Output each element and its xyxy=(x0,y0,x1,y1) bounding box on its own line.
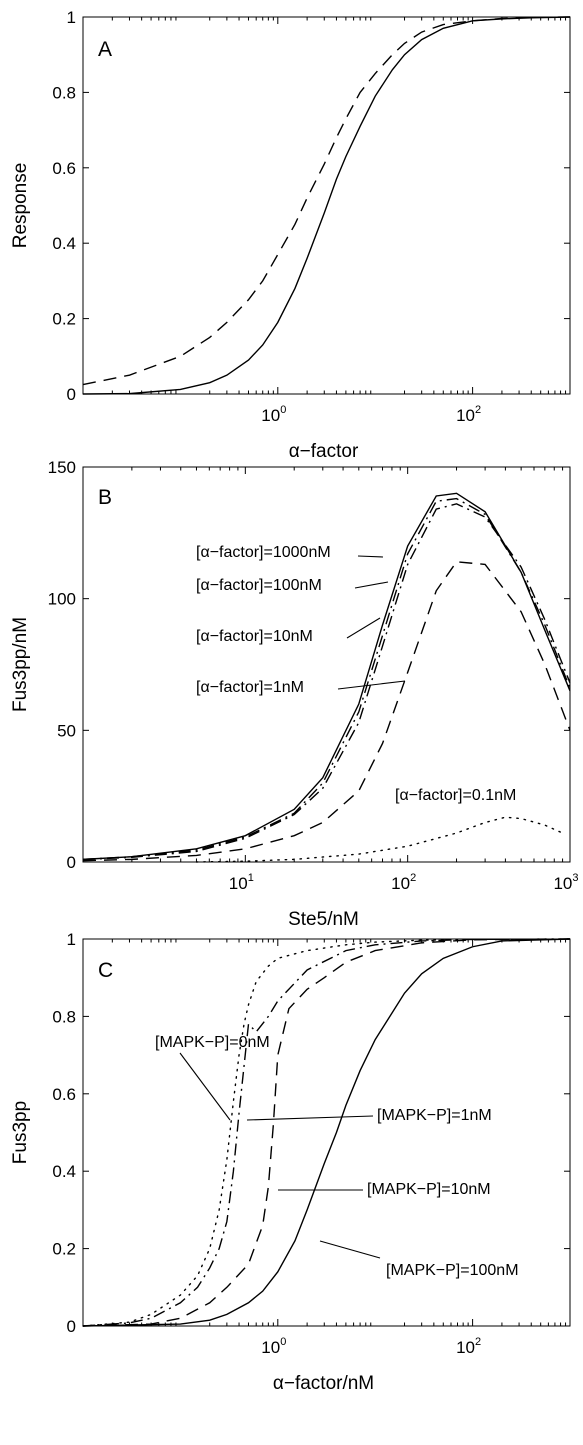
x-tick-exponent: 2 xyxy=(475,404,481,416)
y-tick-label: 100 xyxy=(48,590,76,609)
series-line-solid xyxy=(82,16,571,395)
x-tick-label: 100 xyxy=(261,1336,286,1357)
y-tick-label: 0 xyxy=(67,853,76,872)
series-annotation: [MAPK−P]=1nM xyxy=(377,1107,492,1124)
series-line-dashdot xyxy=(82,503,571,861)
y-tick-label: 0 xyxy=(67,385,76,404)
series-annotation: [MAPK−P]=100nM xyxy=(386,1262,519,1279)
y-tick-label: 0.8 xyxy=(52,83,76,102)
series-annotation: [α−factor]=100nM xyxy=(196,577,322,594)
series-line-solid xyxy=(82,938,571,1327)
series-line-dashed xyxy=(82,938,571,1327)
y-tick-label: 0.2 xyxy=(52,1240,76,1259)
y-tick-label: 0.8 xyxy=(52,1007,76,1026)
series-annotation: [α−factor]=0.1nM xyxy=(395,787,516,804)
x-tick-base: 10 xyxy=(456,1338,475,1357)
annotation-leader-line xyxy=(357,555,384,558)
y-tick-label: 0.6 xyxy=(52,1085,76,1104)
x-tick-label: 103 xyxy=(553,872,578,893)
panel-label: B xyxy=(98,486,112,509)
x-tick-base: 10 xyxy=(229,874,248,893)
x-tick-label: 102 xyxy=(456,404,481,425)
series-line-dotted xyxy=(195,816,564,863)
x-tick-label: 102 xyxy=(391,872,416,893)
panel-label: A xyxy=(98,38,112,61)
annotation-leader-line xyxy=(179,1052,231,1121)
annotation-leader-line xyxy=(319,1240,381,1259)
x-tick-base: 10 xyxy=(261,1338,280,1357)
series-annotation: [α−factor]=1000nM xyxy=(196,544,331,561)
y-tick-label: 50 xyxy=(57,721,76,740)
x-axis-label: α−factor/nM xyxy=(273,1373,374,1394)
y-tick-label: 1 xyxy=(67,8,76,27)
y-tick-label: 0.6 xyxy=(52,159,76,178)
y-axis-label: Fus3pp/nM xyxy=(10,617,31,712)
y-axis-label: Response xyxy=(10,163,31,249)
x-tick-exponent: 0 xyxy=(280,1336,286,1348)
series-line-solid xyxy=(82,492,571,861)
x-tick-label: 102 xyxy=(456,1336,481,1357)
x-axis-label: α−factor xyxy=(289,441,359,462)
x-tick-base: 10 xyxy=(553,874,572,893)
y-tick-label: 150 xyxy=(48,458,76,477)
y-tick-label: 0.2 xyxy=(52,310,76,329)
y-tick-label: 0.4 xyxy=(52,234,76,253)
annotation-leader-line xyxy=(346,617,381,639)
x-tick-exponent: 0 xyxy=(280,404,286,416)
x-axis-label: Ste5/nM xyxy=(288,909,359,930)
x-tick-base: 10 xyxy=(456,406,475,425)
series-line-dashed xyxy=(82,561,571,862)
x-tick-exponent: 3 xyxy=(572,872,578,884)
y-tick-label: 1 xyxy=(67,930,76,949)
x-tick-label: 100 xyxy=(261,404,286,425)
annotation-leader-line xyxy=(354,581,389,589)
series-line-dashed xyxy=(82,16,571,386)
series-annotation: [α−factor]=10nM xyxy=(196,628,313,645)
series-line-dashdot xyxy=(82,497,571,861)
x-tick-base: 10 xyxy=(261,406,280,425)
series-line-dashdot xyxy=(82,938,571,1327)
annotation-leader-line xyxy=(337,680,406,690)
panel-label: C xyxy=(98,959,113,982)
x-tick-exponent: 2 xyxy=(410,872,416,884)
series-annotation: [α−factor]=1nM xyxy=(196,679,304,696)
plot-frame xyxy=(82,466,571,863)
y-axis-label: Fus3pp xyxy=(10,1101,31,1164)
x-tick-exponent: 2 xyxy=(475,1336,481,1348)
annotation-leader-line xyxy=(246,1115,374,1121)
x-tick-base: 10 xyxy=(391,874,410,893)
plot-frame xyxy=(82,938,571,1327)
series-annotation: [MAPK−P]=10nM xyxy=(367,1181,491,1198)
series-annotation: [MAPK−P]=0nM xyxy=(155,1034,270,1051)
y-tick-label: 0.4 xyxy=(52,1162,76,1181)
plot-frame xyxy=(82,16,571,395)
y-tick-label: 0 xyxy=(67,1317,76,1336)
x-tick-label: 101 xyxy=(229,872,254,893)
x-tick-exponent: 1 xyxy=(248,872,254,884)
